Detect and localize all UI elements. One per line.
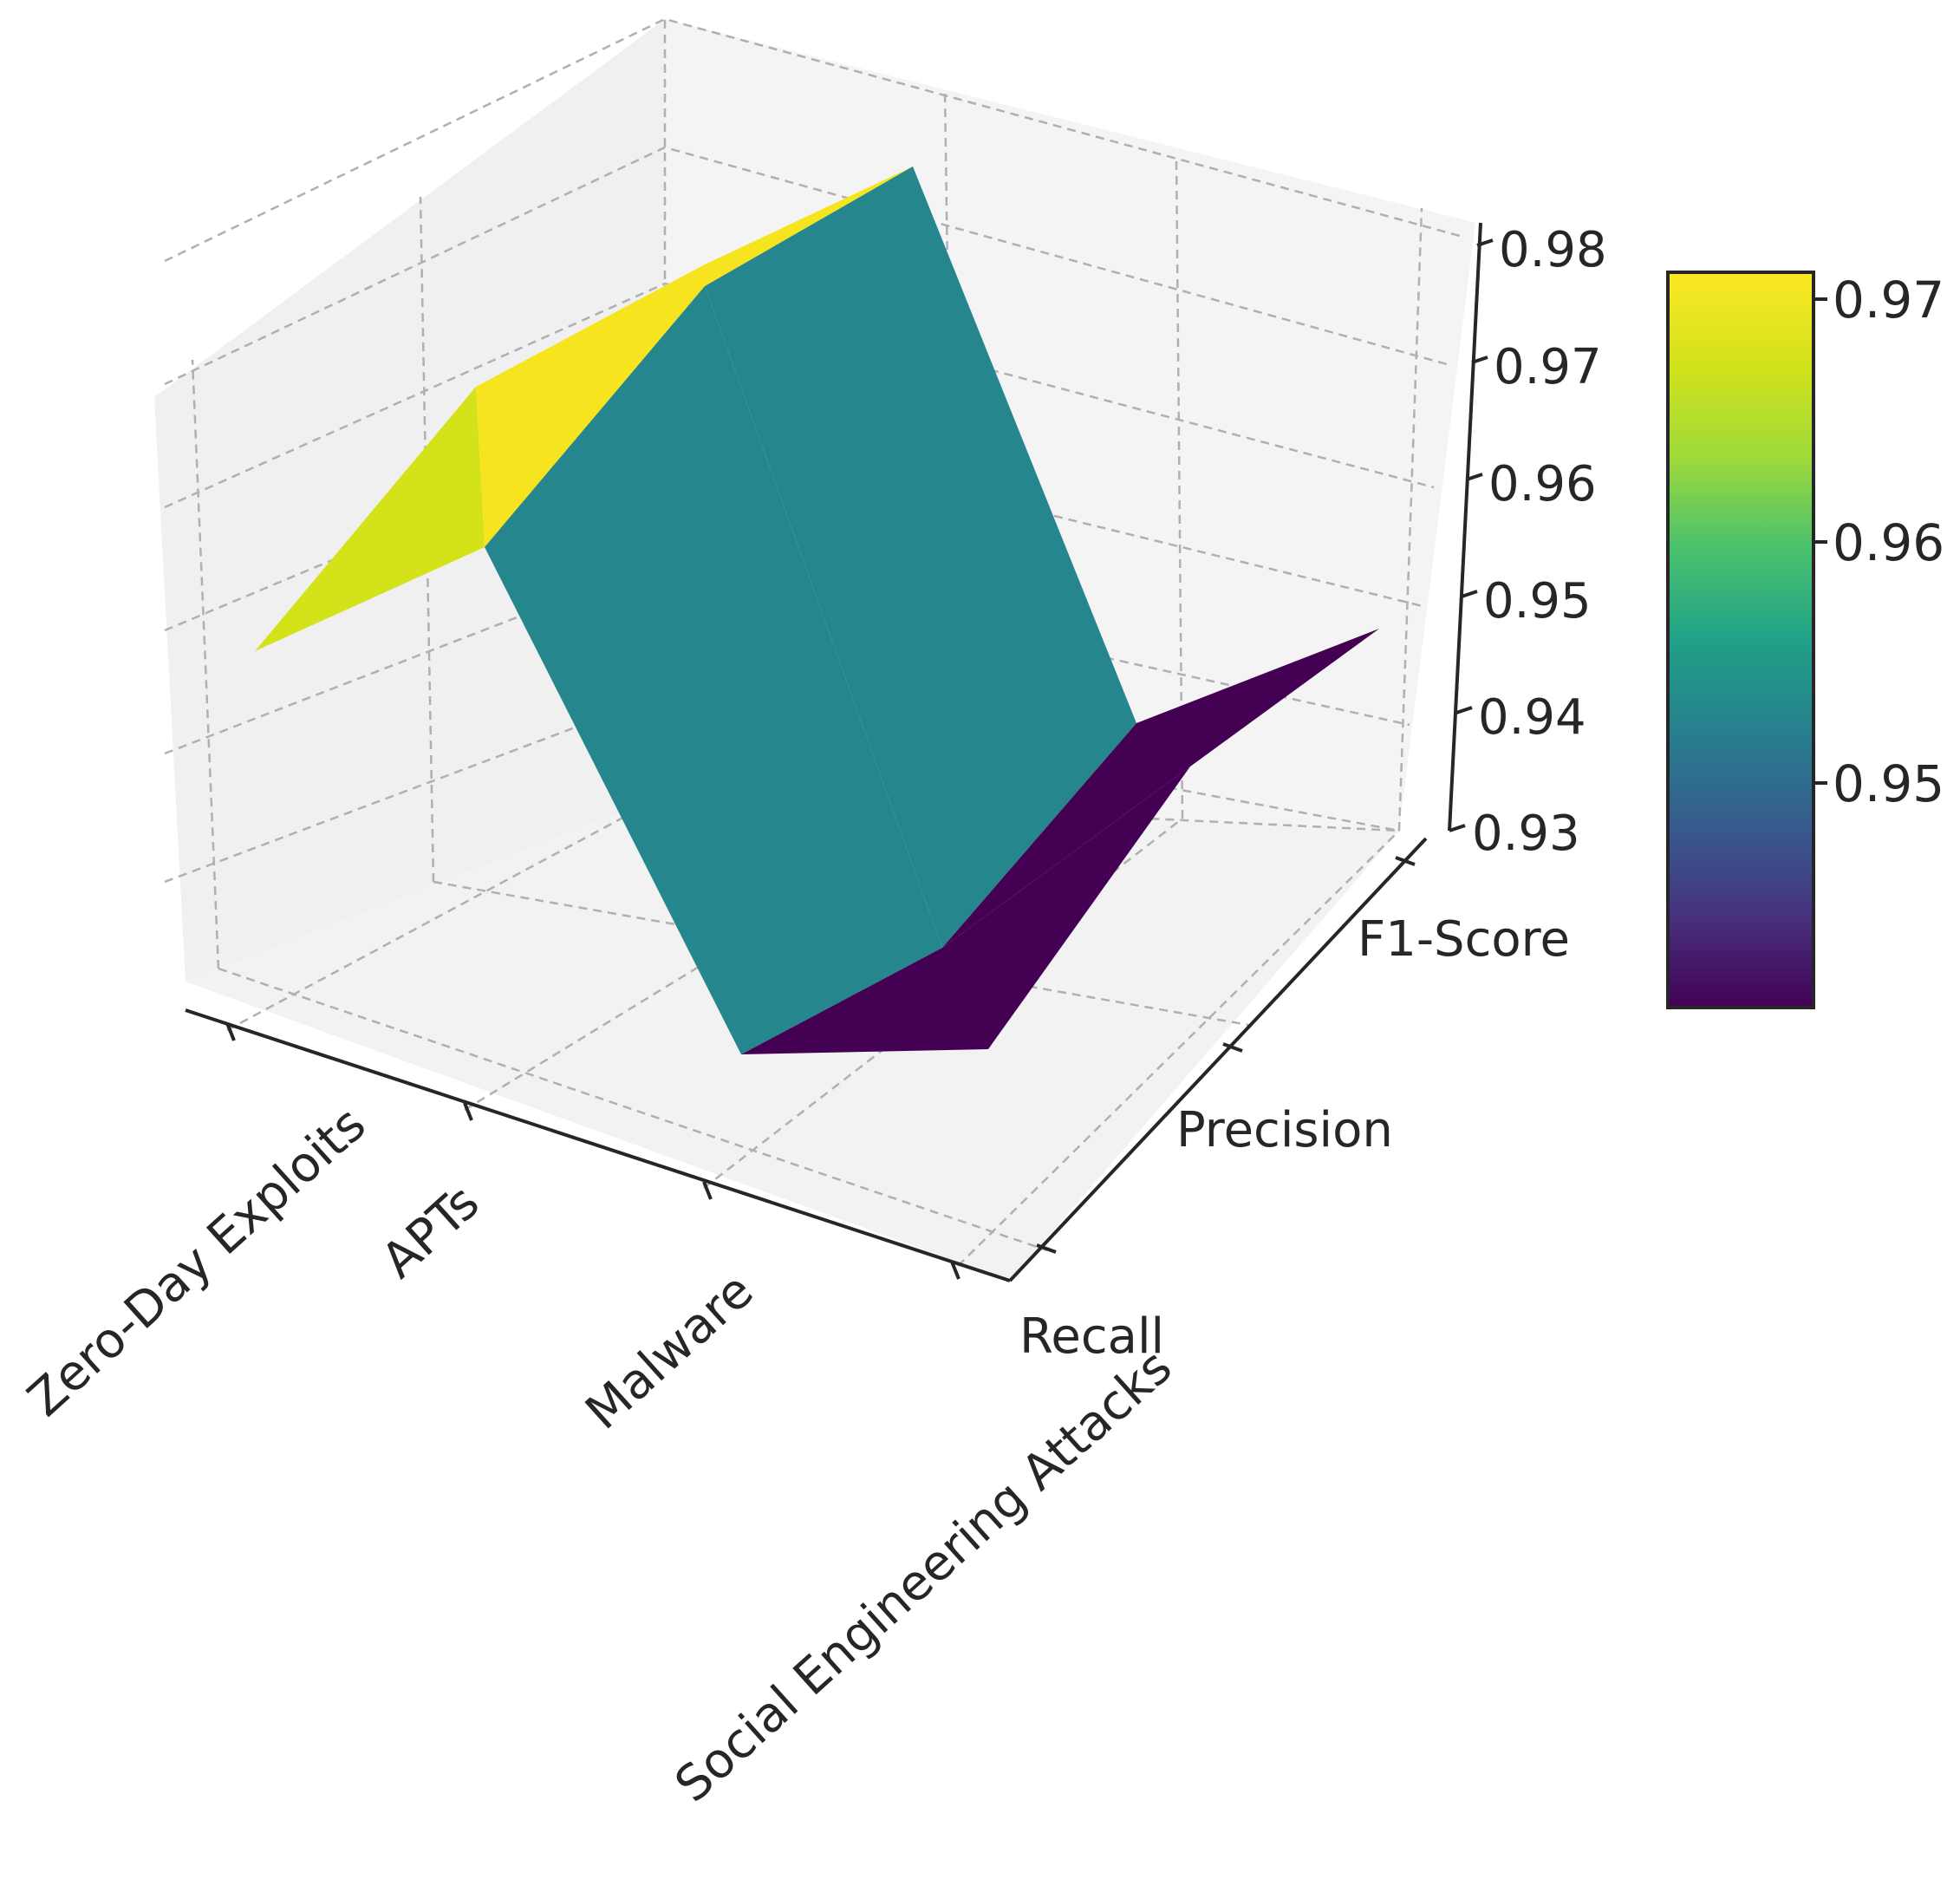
z-tick-label-1: 0.94 <box>1478 689 1586 746</box>
z-tick-label-3: 0.96 <box>1488 456 1597 512</box>
surface-face-low-front <box>741 767 1190 1054</box>
x-tick-label-2: Malware <box>576 1262 765 1440</box>
colorbar-tick-label-1: 0.96 <box>1833 513 1944 572</box>
z-tick-label-4: 0.97 <box>1494 339 1602 395</box>
y-tick-label-1: Precision <box>1176 1102 1393 1158</box>
axis-lines <box>185 222 1482 1282</box>
y-tick-labels: Recall Precision F1-Score <box>1019 911 1570 1365</box>
z-tick-labels: 0.93 0.94 0.95 0.96 0.97 0.98 <box>1472 222 1607 862</box>
x-ticks <box>225 1022 960 1280</box>
surface-face-high-rear <box>476 166 913 547</box>
x-axis-line <box>185 1008 1011 1282</box>
x-tick-label-1: APTs <box>371 1174 490 1289</box>
colorbar-tick-label-0: 0.95 <box>1833 754 1944 813</box>
colorbar-gradient <box>1666 271 1815 1009</box>
z-ticks <box>1449 238 1494 832</box>
z-tick-label-2: 0.95 <box>1483 573 1592 630</box>
surface-face-drop-front <box>485 286 942 1054</box>
z-tick-label-5: 0.98 <box>1499 222 1607 278</box>
surface <box>255 166 1379 1054</box>
z-tick-label-0: 0.93 <box>1472 806 1580 862</box>
x-tick-label-0: Zero-Day Exploits <box>17 1096 376 1427</box>
colorbar-tick-label-2: 0.97 <box>1833 271 1944 329</box>
z-axis-line <box>1448 222 1482 832</box>
y-ticks <box>1036 856 1416 1254</box>
y-tick-label-2: F1-Score <box>1358 911 1570 968</box>
colorbar: 0.95 0.96 0.97 <box>1666 271 1944 1009</box>
surface-face-drop-rear <box>705 166 1136 948</box>
y-axis-line <box>1008 837 1428 1282</box>
surface-face-high <box>255 387 485 651</box>
x-tick-label-3: Social Engineering Attacks <box>665 1339 1183 1813</box>
y-tick-label-0: Recall <box>1019 1308 1164 1365</box>
